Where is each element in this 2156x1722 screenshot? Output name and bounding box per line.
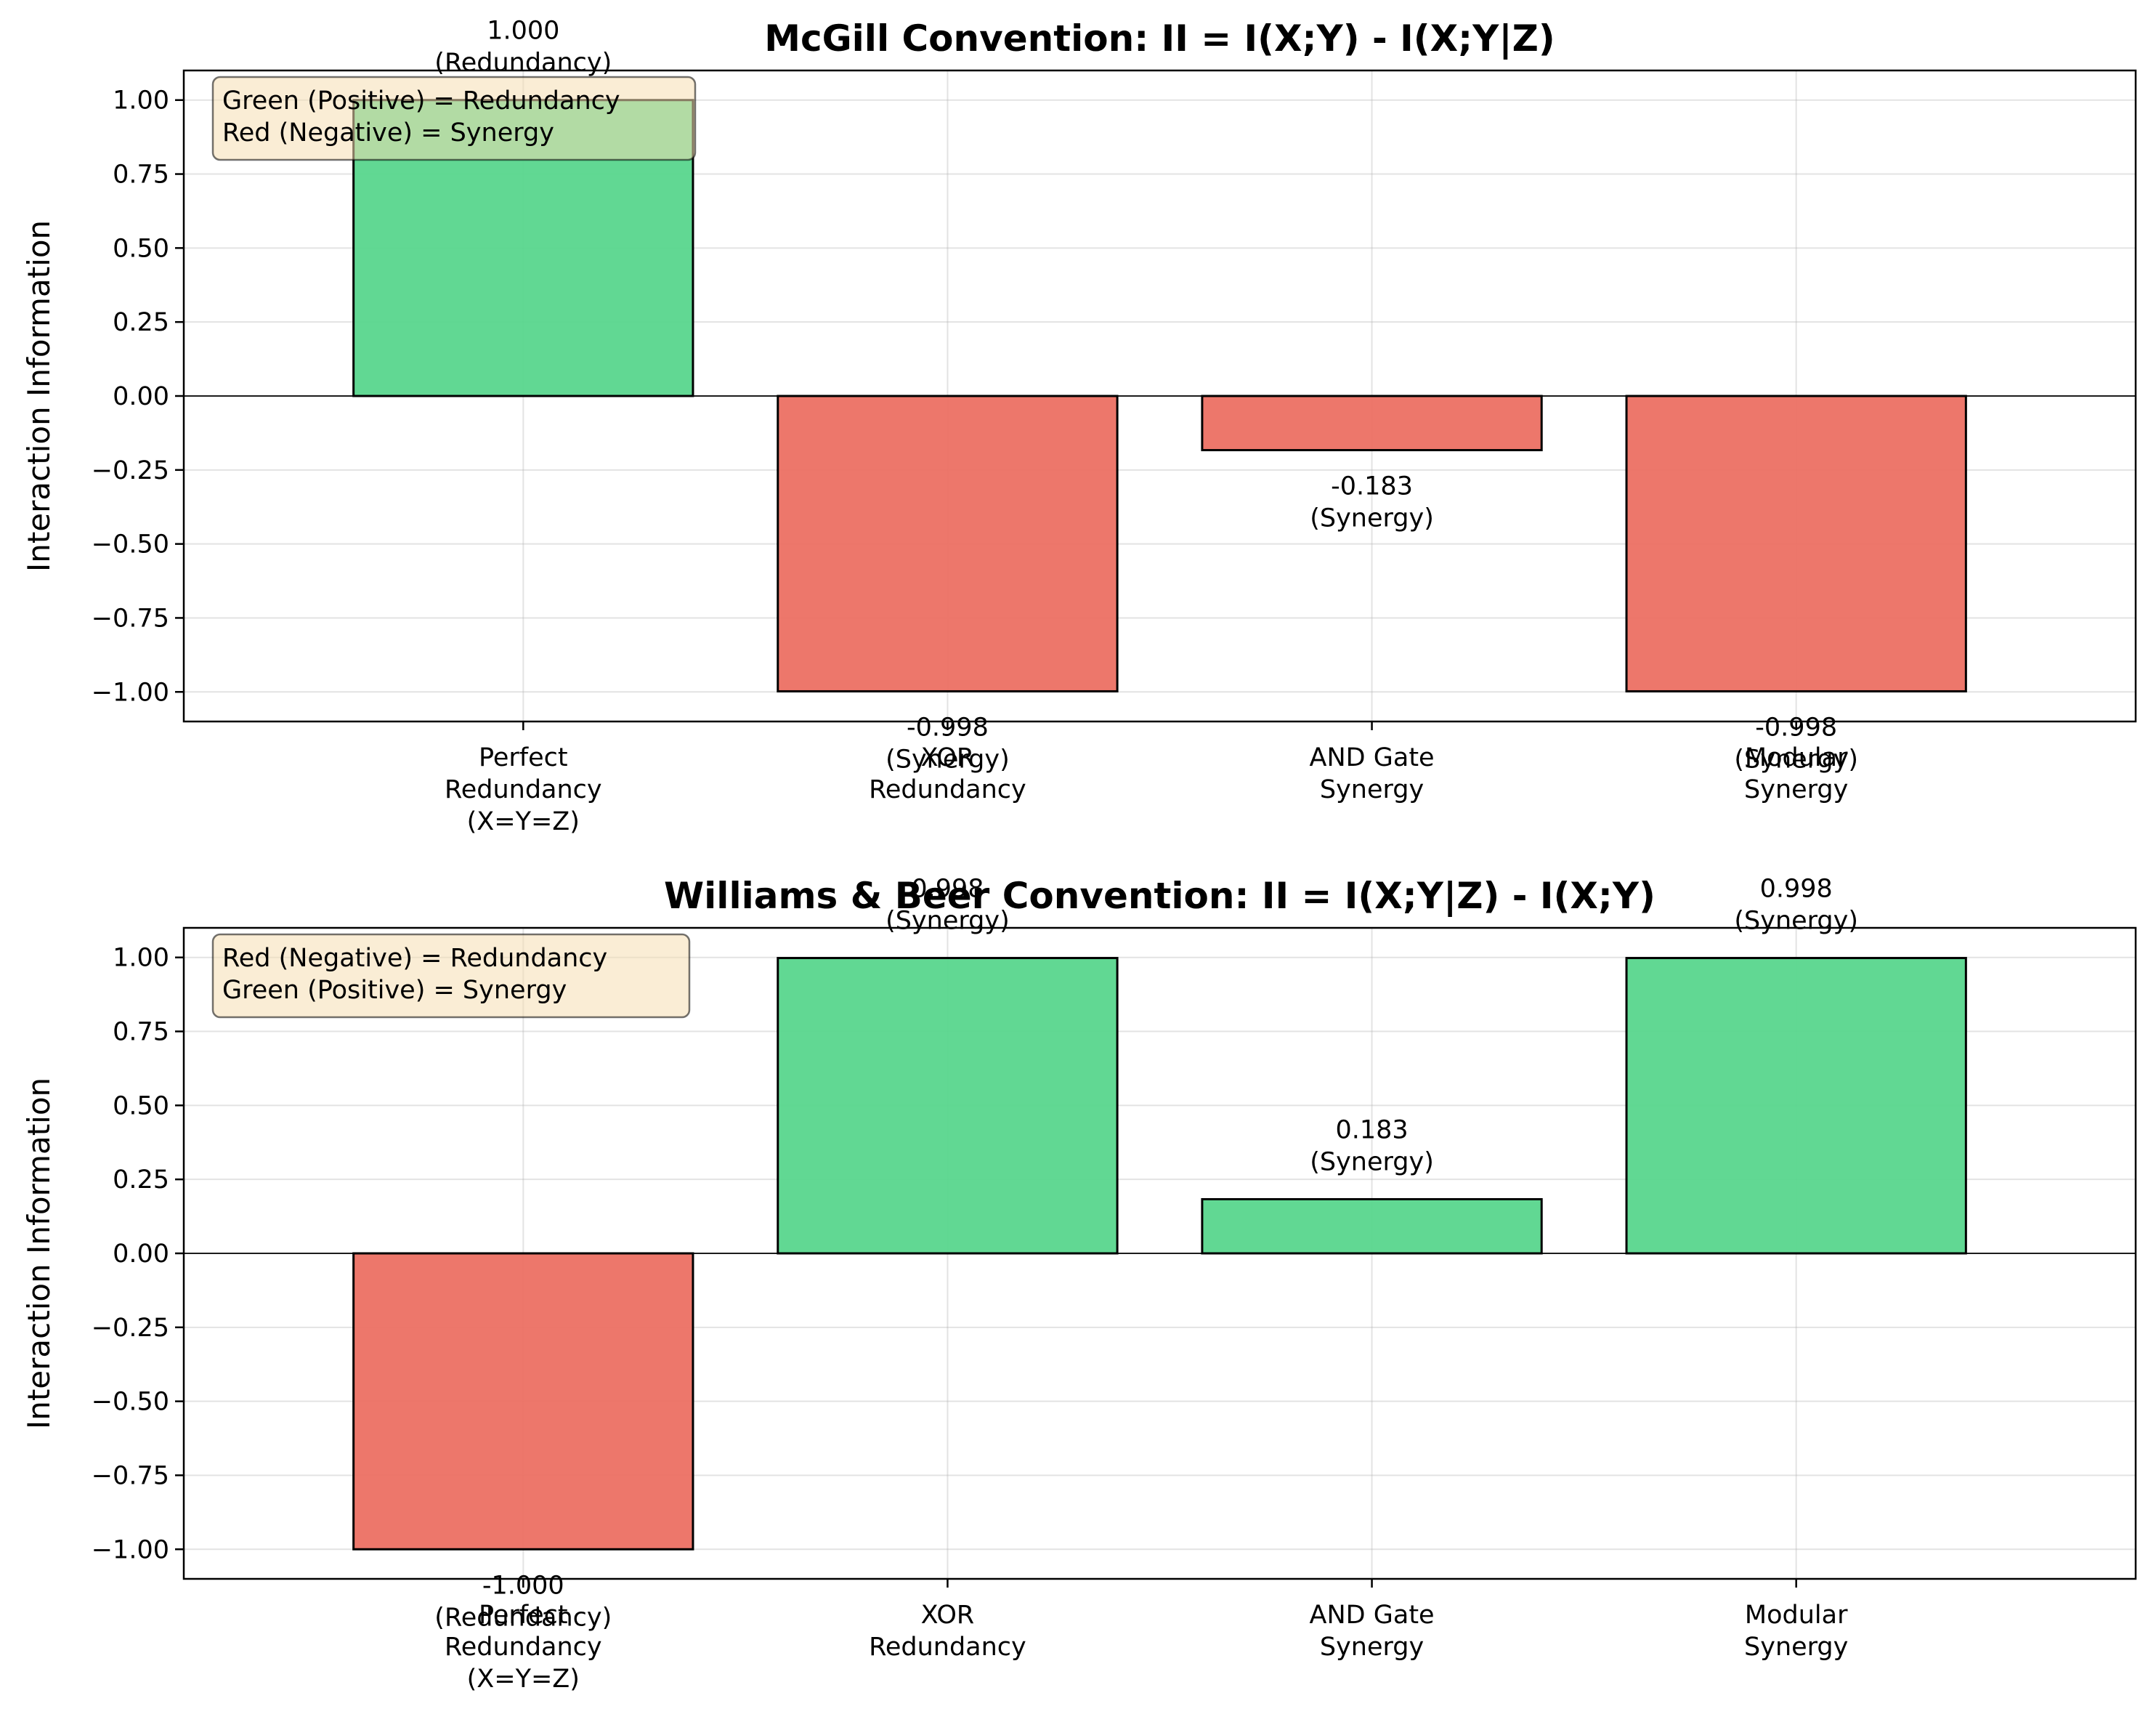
x-tick-label: Perfect [479, 1601, 568, 1630]
y-tick-label: −0.50 [92, 1388, 169, 1417]
data-label: (Synergy) [885, 907, 1010, 936]
annotation-text: Green (Positive) = Synergy [222, 976, 567, 1005]
annotation-text: Red (Negative) = Redundancy [222, 944, 607, 973]
x-tick-label: Redundancy [869, 1633, 1026, 1662]
y-tick-label: 0.50 [113, 1091, 169, 1120]
y-axis-label: Interaction Information [21, 1078, 57, 1429]
y-tick-label: −1.00 [92, 678, 169, 707]
y-tick-label: 0.75 [113, 1018, 169, 1047]
data-label: (Redundancy) [434, 49, 612, 78]
data-label: -0.183 [1331, 472, 1413, 501]
data-label: 1.000 [487, 17, 559, 46]
x-tick-label: Perfect [479, 743, 568, 772]
x-tick-label: Redundancy [445, 1633, 602, 1662]
y-tick-label: −0.25 [92, 456, 169, 485]
x-tick-label: Synergy [1744, 1633, 1848, 1662]
annotation-text: Green (Positive) = Redundancy [222, 86, 620, 116]
x-tick-label: XOR [921, 743, 975, 772]
y-tick-label: 0.00 [113, 1240, 169, 1269]
williams-beer-chart-panel: −1.00 −0.75 −0.50 −0.25 0.00 0.25 0.50 0.75 1.00… [21, 875, 2137, 1694]
chart-title: McGill Convention: II = I(X;Y) - I(X;Y|Z… [764, 17, 1555, 60]
y-tick-label: 0.00 [113, 382, 169, 411]
data-label: 0.183 [1335, 1115, 1408, 1144]
x-tick-label: XOR [921, 1601, 975, 1630]
y-tick-label: 0.25 [113, 1165, 169, 1195]
data-label: (Synergy) [1310, 1147, 1434, 1176]
bar-2 [1201, 1197, 1543, 1255]
x-tick-label: Synergy [1744, 775, 1848, 804]
bar-1 [777, 395, 1119, 692]
chart-title: Williams & Beer Convention: II = I(X;Y|Z… [664, 875, 1655, 917]
x-tick-label: Synergy [1320, 775, 1424, 804]
y-tick-label: −0.50 [92, 530, 169, 559]
data-label: -1.000 [482, 1571, 564, 1600]
data-label: (Synergy) [1734, 745, 1858, 774]
x-tick-label: (X=Y=Z) [467, 807, 580, 836]
y-tick-label: −0.75 [92, 604, 169, 633]
x-tick-label: Modular [1745, 1601, 1848, 1630]
y-tick-label: 1.00 [113, 944, 169, 973]
data-label: (Redundancy) [434, 1603, 612, 1632]
x-tick-label: Redundancy [869, 775, 1026, 804]
mcgill-chart-panel: −1.00 −0.75 −0.50 −0.25 0.00 0.25 0.50 0.75 1.00… [21, 17, 2137, 836]
bar-3 [1625, 395, 1967, 692]
data-label: -0.998 [907, 713, 989, 742]
x-tick-label: Synergy [1320, 1633, 1424, 1662]
x-tick-label: AND Gate [1310, 743, 1435, 772]
bar-0 [352, 1252, 694, 1551]
bar-2 [1201, 395, 1543, 452]
y-tick-label: 0.25 [113, 308, 169, 337]
y-tick-label: −0.25 [92, 1314, 169, 1343]
data-label: (Synergy) [1310, 504, 1434, 533]
y-axis-label: Interaction Information [21, 220, 57, 572]
y-tick-label: 0.50 [113, 234, 169, 263]
x-tick-label: AND Gate [1310, 1601, 1435, 1630]
data-label: (Synergy) [885, 745, 1010, 774]
annotation-box [211, 76, 697, 161]
annotation-box [211, 933, 691, 1019]
y-tick-label: 1.00 [113, 86, 169, 116]
x-tick-label: Modular [1745, 743, 1848, 772]
y-tick-label: 0.75 [113, 161, 169, 190]
data-label: -0.998 [1755, 713, 1837, 742]
data-label: 0.998 [911, 875, 984, 904]
annotation-text: Red (Negative) = Synergy [222, 118, 554, 147]
bar-1 [777, 957, 1119, 1255]
bar-3 [1625, 957, 1967, 1255]
data-label: (Synergy) [1734, 907, 1858, 936]
x-tick-label: Redundancy [445, 775, 602, 804]
data-label: 0.998 [1760, 875, 1833, 904]
x-tick-label: (X=Y=Z) [467, 1665, 580, 1694]
y-tick-label: −1.00 [92, 1535, 169, 1564]
y-tick-label: −0.75 [92, 1461, 169, 1490]
